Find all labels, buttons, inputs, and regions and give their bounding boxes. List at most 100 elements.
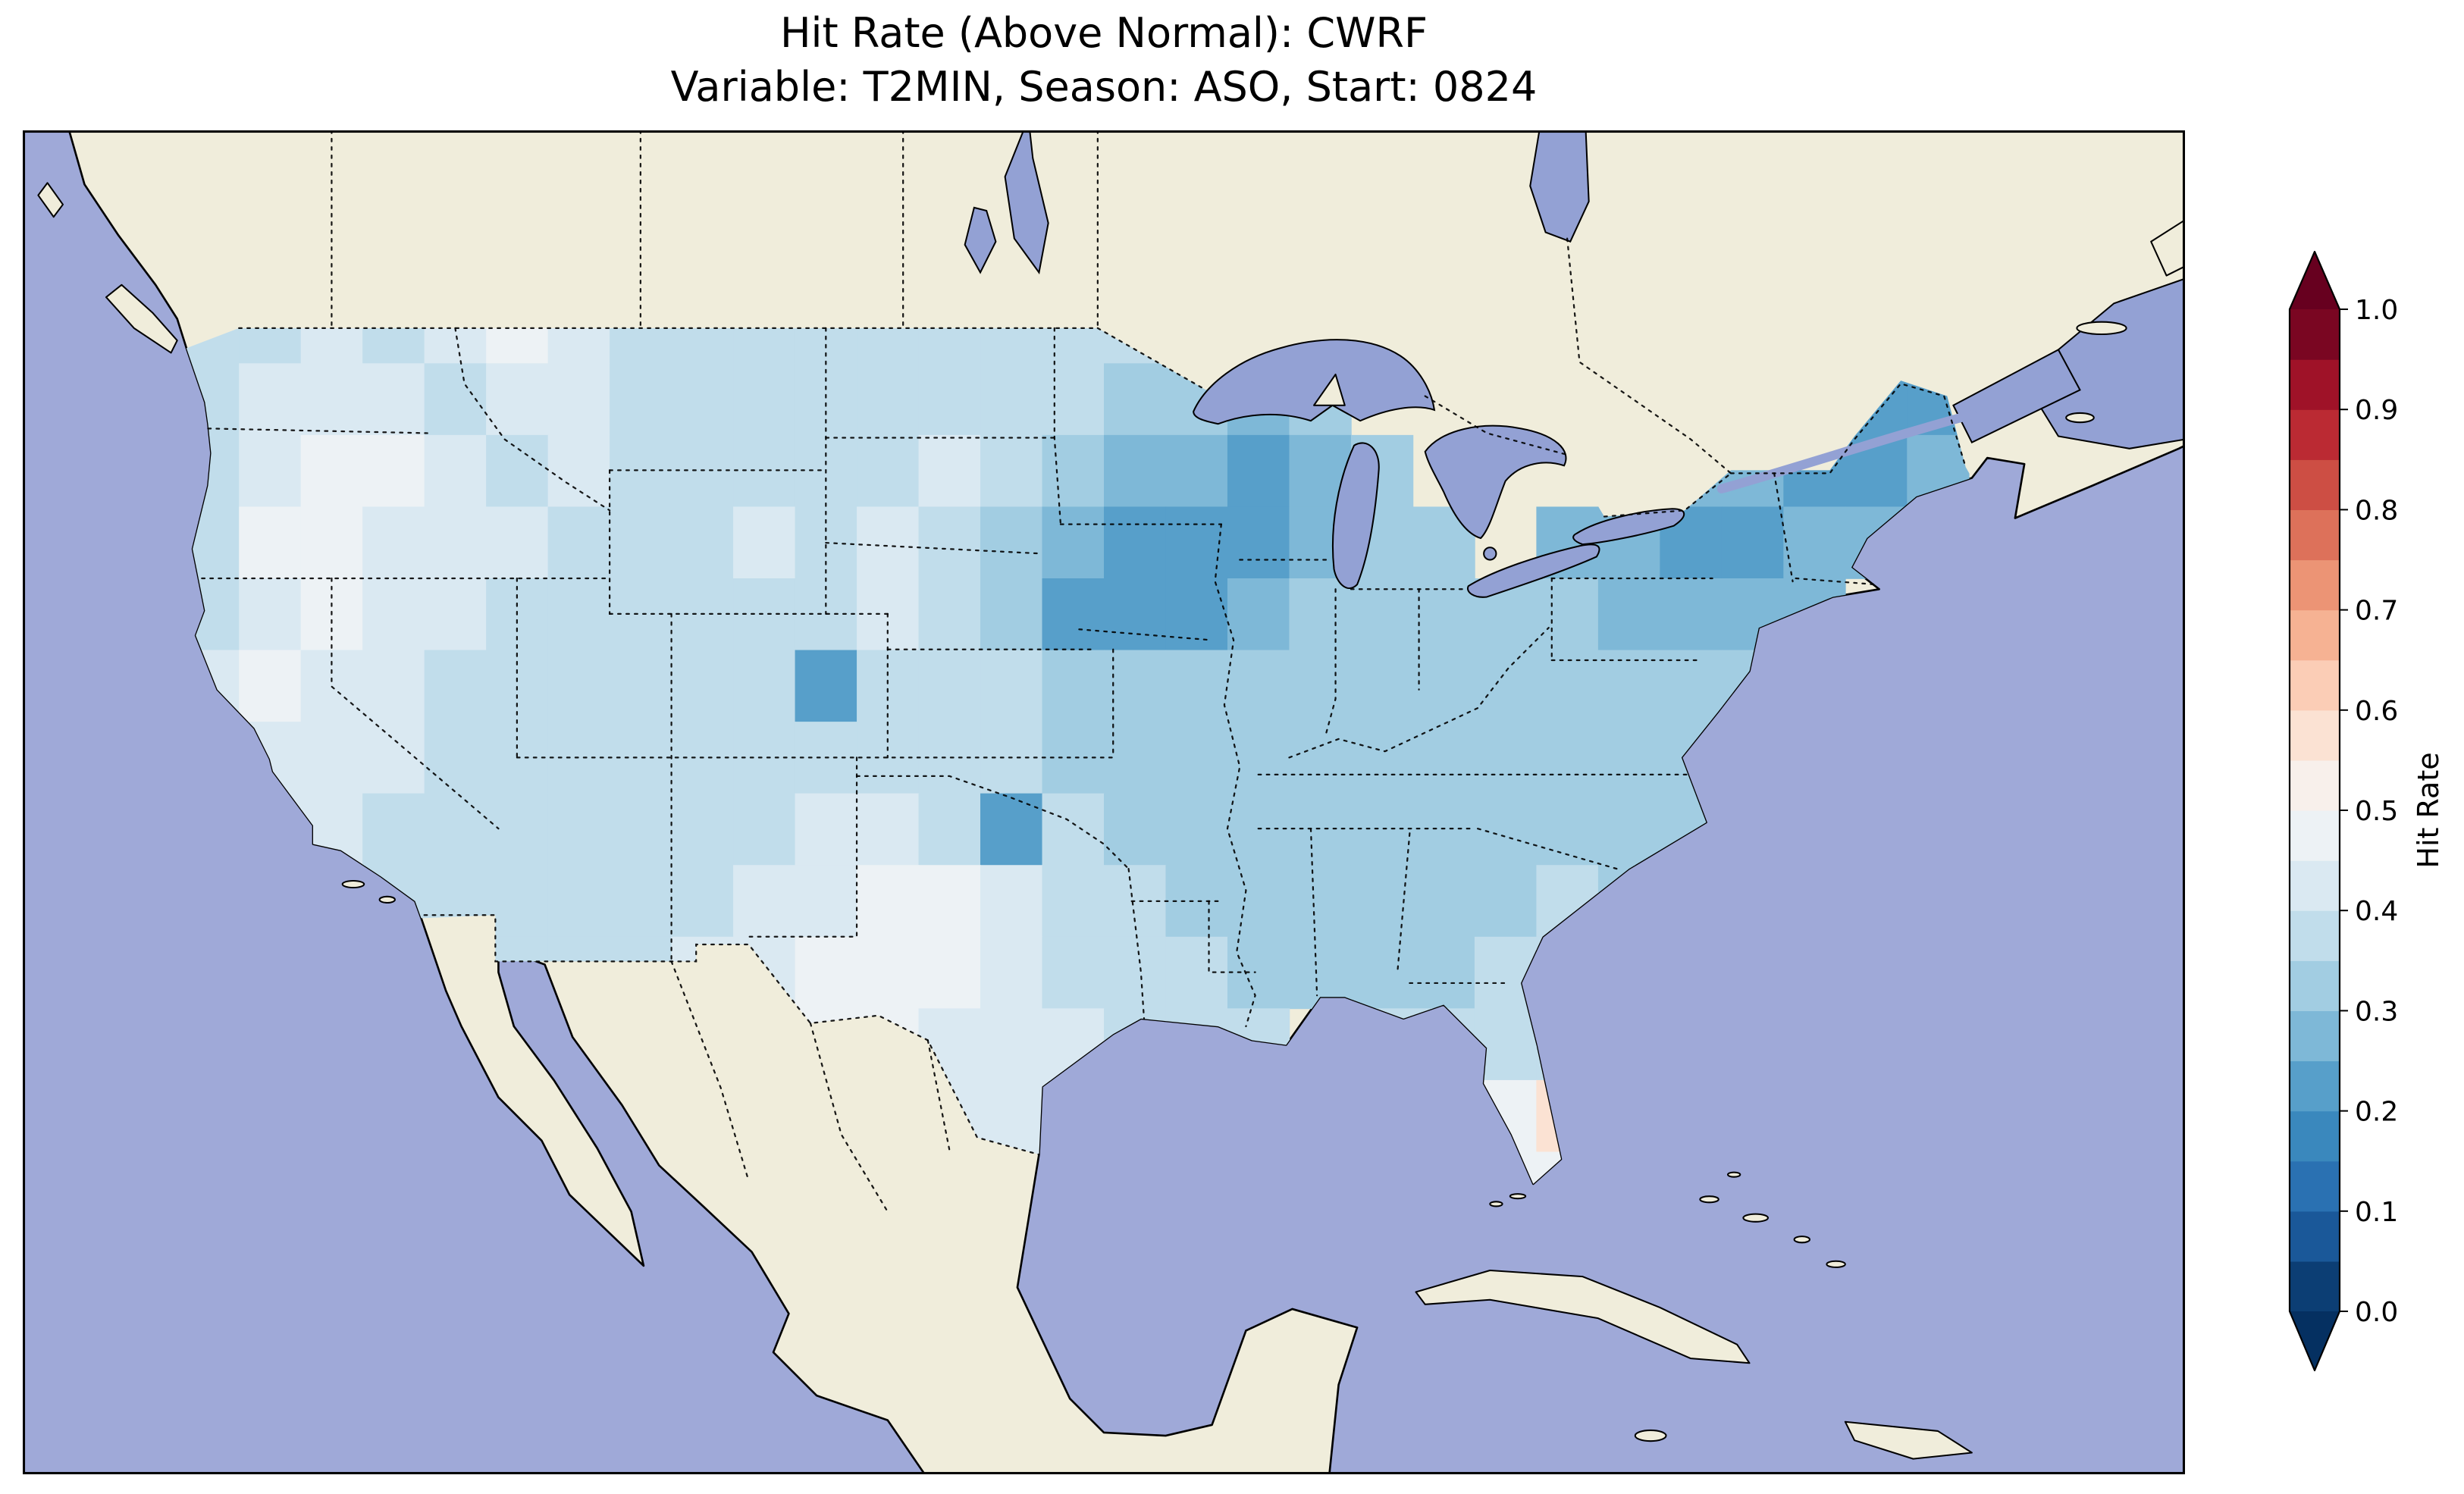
hit-rate-cell bbox=[486, 435, 548, 507]
hit-rate-cell bbox=[1660, 578, 1722, 650]
hit-rate-cell bbox=[795, 363, 857, 435]
hit-rate-cell bbox=[919, 937, 981, 1009]
colorbar-tick-label: 0.1 bbox=[2355, 1197, 2398, 1228]
hit-rate-cell bbox=[362, 650, 425, 722]
jamaica bbox=[1635, 1430, 1666, 1441]
hit-rate-cell bbox=[1042, 794, 1105, 866]
hit-rate-cell bbox=[301, 506, 363, 578]
hit-rate-cell bbox=[980, 363, 1042, 435]
colorbar-tick-label: 0.9 bbox=[2355, 395, 2398, 426]
colorbar-tick-label: 0.4 bbox=[2355, 896, 2398, 927]
hit-rate-cell bbox=[672, 363, 734, 435]
colorbar-tick-label: 0.3 bbox=[2355, 996, 2398, 1027]
hit-rate-cell bbox=[610, 435, 672, 507]
hit-rate-cell bbox=[857, 650, 919, 722]
colorbar-tick-label: 0.8 bbox=[2355, 495, 2398, 526]
hit-rate-cell bbox=[733, 650, 795, 722]
colorbar-segment bbox=[2290, 459, 2340, 510]
colorbar: 0.00.10.20.30.40.50.60.70.80.91.0 Hit Ra… bbox=[2290, 250, 2464, 1380]
hit-rate-cell bbox=[795, 794, 857, 866]
hit-rate-cell bbox=[1351, 650, 1413, 722]
hit-rate-cell bbox=[1351, 794, 1413, 866]
hit-rate-cell bbox=[1104, 435, 1166, 507]
hit-rate-cell bbox=[1722, 506, 1784, 578]
hit-rate-cell bbox=[610, 865, 672, 937]
hit-rate-cell bbox=[301, 435, 363, 507]
hit-rate-cell bbox=[425, 578, 487, 650]
colorbar-segment bbox=[2290, 1061, 2340, 1112]
hit-rate-cell bbox=[1289, 578, 1351, 650]
hit-rate-cell bbox=[1042, 650, 1105, 722]
hit-rate-cell bbox=[672, 865, 734, 937]
colorbar-segment bbox=[2290, 910, 2340, 961]
colorbar-segment bbox=[2290, 1211, 2340, 1262]
hit-rate-cell bbox=[610, 363, 672, 435]
hit-rate-cell bbox=[301, 363, 363, 435]
hit-rate-cell bbox=[1412, 650, 1475, 722]
colorbar-under-arrow bbox=[2290, 1311, 2340, 1370]
hit-rate-cell bbox=[1412, 794, 1475, 866]
hit-rate-cell bbox=[857, 506, 919, 578]
hit-rate-cell bbox=[425, 650, 487, 722]
hit-rate-cell bbox=[919, 650, 981, 722]
plot-title: Hit Rate (Above Normal): CWRF Variable: … bbox=[23, 6, 2185, 114]
colorbar-over-arrow bbox=[2290, 252, 2340, 309]
colorbar-segment bbox=[2290, 560, 2340, 611]
hit-rate-cell bbox=[239, 363, 301, 435]
colorbar-segment bbox=[2290, 660, 2340, 711]
hit-rate-cell bbox=[1536, 578, 1598, 650]
hit-rate-cell bbox=[980, 1008, 1042, 1080]
colorbar-axis-label: Hit Rate bbox=[2412, 752, 2445, 868]
hit-rate-cell bbox=[919, 506, 981, 578]
colorbar-segment bbox=[2290, 960, 2340, 1011]
hit-rate-cell bbox=[1042, 578, 1105, 650]
hit-rate-cell bbox=[1227, 650, 1290, 722]
hit-rate-cell bbox=[1536, 722, 1598, 794]
hit-rate-cell bbox=[795, 650, 857, 722]
hit-rate-cell bbox=[548, 794, 610, 866]
hit-rate-cell bbox=[1475, 865, 1537, 937]
hit-rate-cell bbox=[795, 937, 857, 1009]
hit-rate-cell bbox=[239, 506, 301, 578]
hit-rate-cell bbox=[1165, 435, 1227, 507]
hit-rate-cell bbox=[548, 363, 610, 435]
colorbar-segment bbox=[2290, 710, 2340, 761]
hit-rate-cell bbox=[980, 578, 1042, 650]
bahamas-island bbox=[1728, 1173, 1740, 1177]
hit-rate-cell bbox=[1412, 865, 1475, 937]
hit-rate-cell bbox=[548, 435, 610, 507]
hit-rate-cell bbox=[362, 794, 425, 866]
hit-rate-cell bbox=[919, 865, 981, 937]
colorbar-segments bbox=[2290, 309, 2340, 1312]
hit-rate-cell bbox=[919, 435, 981, 507]
hit-rate-cell bbox=[548, 578, 610, 650]
plot-title-line2: Variable: T2MIN, Season: ASO, Start: 082… bbox=[23, 60, 2185, 114]
bahamas-island bbox=[1700, 1196, 1718, 1202]
plot-title-line1: Hit Rate (Above Normal): CWRF bbox=[23, 6, 2185, 60]
hit-rate-cell bbox=[362, 435, 425, 507]
hit-rate-cell bbox=[1227, 865, 1290, 937]
hit-rate-cell bbox=[857, 865, 919, 937]
hit-rate-cell bbox=[795, 865, 857, 937]
hit-rate-cell bbox=[1351, 937, 1413, 1009]
colorbar-tick-label: 0.2 bbox=[2355, 1097, 2398, 1128]
hit-rate-cell bbox=[980, 794, 1042, 866]
hit-rate-cell bbox=[610, 506, 672, 578]
hit-rate-cell bbox=[1104, 363, 1166, 435]
colorbar-segment bbox=[2290, 1010, 2340, 1061]
hit-rate-cell bbox=[548, 650, 610, 722]
hit-rate-cell bbox=[1104, 578, 1166, 650]
hit-rate-cell bbox=[733, 435, 795, 507]
bahamas-island bbox=[1826, 1261, 1845, 1267]
hit-rate-cell bbox=[548, 506, 610, 578]
colorbar-segment bbox=[2290, 1261, 2340, 1312]
hit-rate-cell bbox=[1412, 722, 1475, 794]
hit-rate-cell bbox=[980, 435, 1042, 507]
hit-rate-cell bbox=[1598, 722, 1660, 794]
hit-rate-cell bbox=[1475, 794, 1537, 866]
colorbar-tick-label: 0.0 bbox=[2355, 1297, 2398, 1328]
hit-rate-cell bbox=[672, 435, 734, 507]
colorbar-tick-label: 1.0 bbox=[2355, 295, 2398, 326]
hit-rate-cell bbox=[1227, 578, 1290, 650]
florida-keys bbox=[1510, 1194, 1525, 1198]
